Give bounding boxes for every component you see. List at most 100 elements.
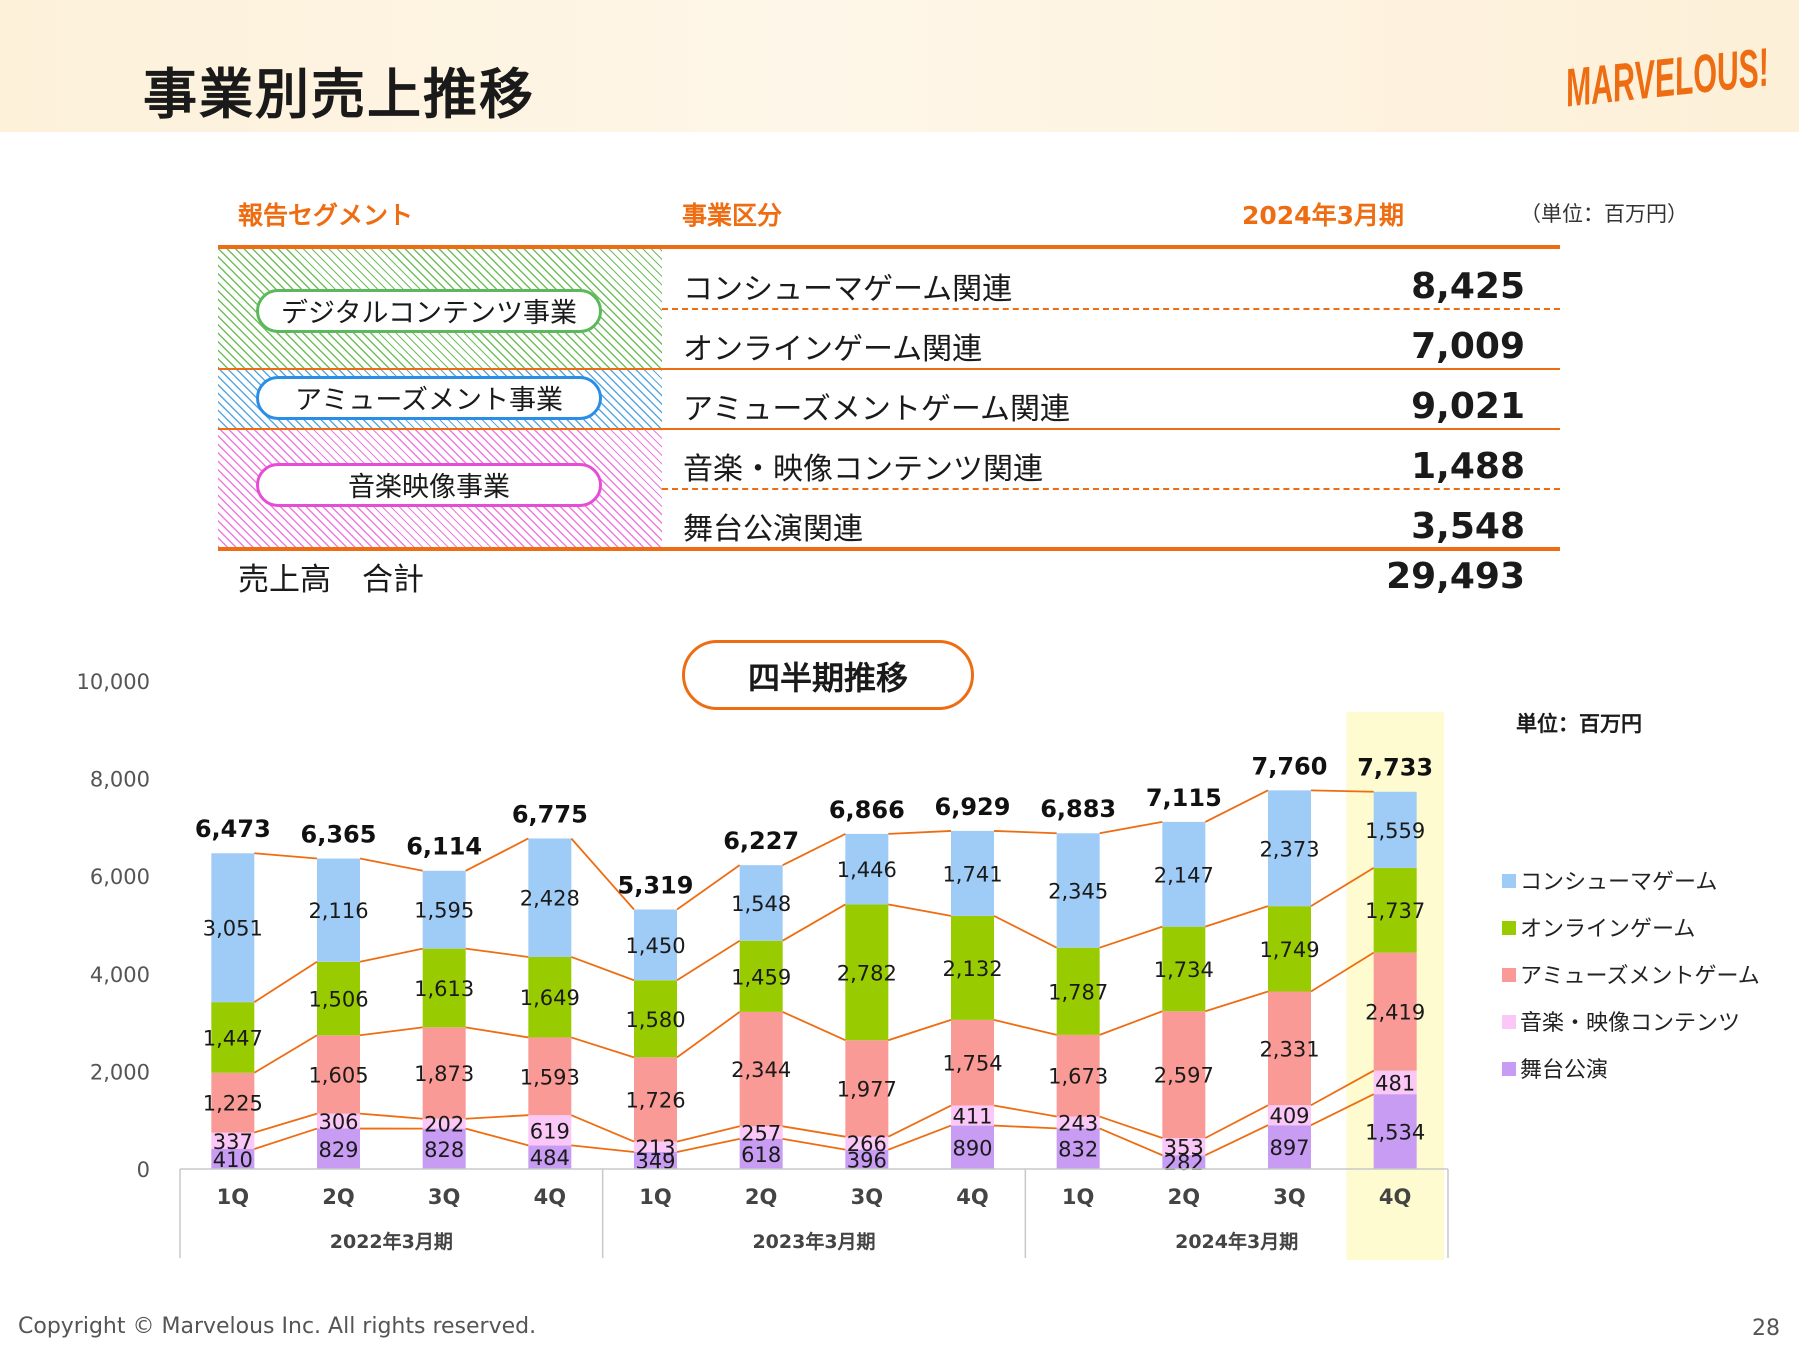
- bar-segment: [739, 1138, 783, 1169]
- data-label: 353: [1164, 1136, 1204, 1160]
- connector-line: [993, 915, 1058, 949]
- bar-segment: [739, 940, 783, 1012]
- bar-segment: [1162, 1155, 1206, 1169]
- data-label: 2,345: [1048, 879, 1108, 903]
- data-label: 619: [530, 1119, 570, 1143]
- y-tick-label: 6,000: [90, 865, 150, 889]
- connector-line: [1204, 1104, 1269, 1139]
- data-label: 2,782: [837, 961, 897, 985]
- connector-line: [676, 1137, 740, 1153]
- data-label: 337: [213, 1130, 253, 1154]
- connector-line: [571, 1036, 635, 1059]
- row-label: 音楽・映像コンテンツ関連: [683, 452, 1043, 487]
- data-label: 1,749: [1259, 938, 1319, 962]
- data-label: 1,450: [625, 934, 685, 958]
- row-divider: [218, 428, 1560, 430]
- total-label: 6,365: [301, 820, 377, 848]
- table-bottom-line: [218, 547, 1560, 551]
- total-label: 売上高 合計: [238, 562, 424, 598]
- data-label: 243: [1058, 1111, 1098, 1135]
- data-label: 897: [1269, 1136, 1309, 1160]
- bar-segment: [422, 1118, 466, 1129]
- bar-segment: [528, 1115, 572, 1146]
- connector-line: [1310, 951, 1375, 993]
- bar-segment: [211, 1002, 255, 1073]
- bar-segment: [1162, 1138, 1206, 1156]
- data-label: 1,459: [731, 965, 791, 989]
- legend-label: 舞台公演: [1520, 1058, 1608, 1083]
- page-number: 28: [1752, 1316, 1780, 1341]
- data-label: 1,446: [837, 858, 897, 882]
- bar-segment: [422, 1027, 466, 1119]
- legend-label: アミューズメントゲーム: [1520, 964, 1760, 989]
- x-tick-label: 3Q: [1273, 1185, 1305, 1209]
- bar-segment: [845, 1136, 889, 1150]
- bar-segment: [528, 956, 572, 1038]
- x-tick-label: 3Q: [428, 1185, 460, 1209]
- data-label: 1,787: [1048, 980, 1108, 1004]
- connector-line: [359, 1112, 423, 1120]
- data-label: 1,534: [1365, 1121, 1425, 1145]
- total-label: 6,227: [723, 827, 799, 855]
- connector-line: [676, 1125, 740, 1143]
- bar-segment: [1162, 926, 1206, 1012]
- data-label: 1,737: [1365, 899, 1425, 923]
- bar-segment: [1056, 947, 1100, 1035]
- bar-segment: [317, 1128, 360, 1169]
- bar-segment: [1373, 952, 1417, 1071]
- data-label: 1,595: [414, 899, 474, 923]
- y-tick-label: 2,000: [90, 1060, 150, 1084]
- bar-segment: [634, 1151, 677, 1169]
- y-tick-label: 0: [137, 1158, 150, 1182]
- bar-segment: [739, 1011, 783, 1127]
- copyright: Copyright © Marvelous Inc. All rights re…: [18, 1314, 537, 1339]
- bar-segment: [951, 915, 994, 1020]
- total-label: 6,929: [935, 793, 1011, 821]
- connector-line: [1099, 1010, 1163, 1036]
- data-label: 1,734: [1154, 958, 1214, 982]
- bar-segment: [317, 1113, 360, 1129]
- connector-line: [570, 1114, 635, 1143]
- bar-segment: [528, 1037, 572, 1116]
- connector-line: [676, 939, 741, 982]
- data-label: 828: [424, 1138, 464, 1162]
- bar-segment: [317, 1035, 360, 1114]
- bar-segment: [1268, 906, 1311, 992]
- connector-line: [571, 1144, 635, 1153]
- row-value: 8,425: [1411, 266, 1525, 307]
- bar-segment: [1373, 791, 1417, 868]
- connector-line: [1204, 789, 1269, 823]
- bar-segment: [211, 1132, 255, 1149]
- connector-line: [254, 1127, 318, 1150]
- total-label: 5,319: [618, 871, 694, 899]
- connector-line: [1099, 925, 1163, 949]
- header-period: 2024年3月期: [1242, 201, 1404, 230]
- data-label: 306: [318, 1110, 358, 1134]
- connector-line: [571, 956, 635, 982]
- data-label: 890: [952, 1136, 992, 1160]
- segment-pill-digital: デジタルコンテンツ事業: [256, 289, 602, 333]
- connector-line: [359, 1026, 423, 1037]
- bar-segment: [951, 1105, 994, 1126]
- connector-line: [993, 1019, 1057, 1036]
- bar-segment: [211, 853, 255, 1003]
- total-label: 6,114: [406, 833, 482, 861]
- row-label: オンラインゲーム関連: [683, 332, 983, 367]
- bar-segment: [422, 948, 466, 1028]
- total-label: 6,866: [829, 796, 905, 824]
- data-label: 2,428: [520, 887, 580, 911]
- connector-line: [1310, 1069, 1375, 1107]
- connector-line: [888, 903, 952, 917]
- data-label: 2,373: [1259, 837, 1319, 861]
- connector-line: [676, 1011, 741, 1059]
- connector-line: [782, 903, 846, 942]
- bar-segment: [634, 909, 677, 981]
- x-tick-label: 1Q: [639, 1185, 671, 1209]
- bar-segment: [739, 865, 783, 941]
- bar-segment: [845, 1149, 889, 1169]
- connector-line: [993, 1104, 1057, 1118]
- table-unit: （単位：百万円）: [1520, 202, 1688, 226]
- connector-line: [888, 1019, 952, 1042]
- segment-pill-music: 音楽映像事業: [256, 463, 602, 507]
- data-label: 2,597: [1154, 1064, 1214, 1088]
